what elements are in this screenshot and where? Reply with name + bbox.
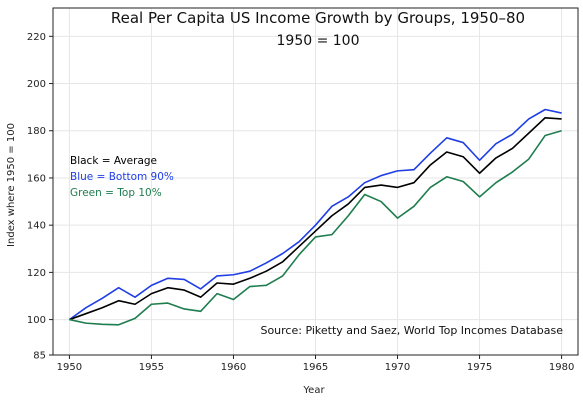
x-tick-label: 1950 xyxy=(57,362,82,373)
x-tick-label: 1970 xyxy=(385,362,410,373)
legend-entry: Blue = Bottom 90% xyxy=(70,171,174,183)
y-axis-label: Index where 1950 = 100 xyxy=(6,123,17,247)
y-tick-label: 160 xyxy=(27,173,46,184)
legend: Black = Average Blue = Bottom 90% Green = … xyxy=(70,155,174,199)
x-axis-label: Year xyxy=(302,385,325,396)
chart-subtitle: 1950 = 100 xyxy=(277,33,360,49)
series-line-bottom-90 xyxy=(68,108,562,321)
x-tick-label: 1955 xyxy=(139,362,164,373)
series-layer xyxy=(68,108,562,326)
legend-entry: Black = Average xyxy=(70,155,157,167)
grid-layer xyxy=(53,8,578,355)
y-tick-label: 100 xyxy=(27,315,46,326)
source-note: Source: Piketty and Saez, World Top Inco… xyxy=(260,324,563,337)
x-tick-label: 1960 xyxy=(221,362,246,373)
x-tick-label: 1965 xyxy=(303,362,328,373)
y-tick-label: 140 xyxy=(27,221,46,232)
ticks-layer: 1950 1955 1960 1965 1970 1975 1980 85 100 120 140 1… xyxy=(27,32,574,373)
y-tick-label: 85 xyxy=(33,351,46,362)
x-tick-label: 1975 xyxy=(467,362,492,373)
y-tick-label: 180 xyxy=(27,126,46,137)
x-tick-label: 1980 xyxy=(549,362,574,373)
y-tick-label: 120 xyxy=(27,268,46,279)
legend-entry: Green = Top 10% xyxy=(70,187,162,199)
y-tick-label: 220 xyxy=(27,32,46,43)
chart-title: Real Per Capita US Income Growth by Grou… xyxy=(111,9,525,27)
series-line-average xyxy=(69,116,562,321)
series-line-top-10 xyxy=(69,129,562,326)
y-tick-label: 200 xyxy=(27,79,46,90)
